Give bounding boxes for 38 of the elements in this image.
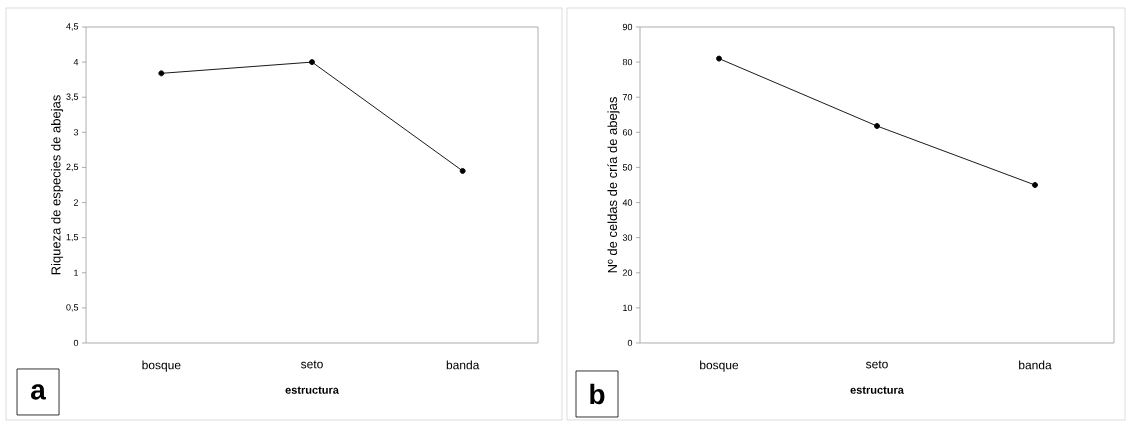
point xyxy=(874,123,880,129)
point xyxy=(158,70,165,77)
y-tick-label: 2 xyxy=(73,199,79,206)
y-tick-label: 3,5 xyxy=(66,93,79,101)
y-tick-label: 3 xyxy=(73,129,79,136)
y-tick-label: 70 xyxy=(622,94,633,101)
x-tick-label: seto xyxy=(301,360,323,369)
y-tick-label: 60 xyxy=(622,129,633,136)
y-tick-label: 0 xyxy=(73,339,79,347)
point xyxy=(309,59,315,66)
point xyxy=(459,168,466,174)
text: a xyxy=(31,384,46,400)
text: b xyxy=(590,383,605,405)
x-axis-title: estructura xyxy=(285,386,339,394)
x-tick-label: banda xyxy=(1019,360,1052,370)
point xyxy=(1032,182,1038,188)
y-tick-label: 4,5 xyxy=(66,23,79,31)
y-tick-label: 30 xyxy=(622,234,633,241)
x-axis-title: estructura xyxy=(850,386,904,394)
point xyxy=(716,55,722,62)
y-tick-label: 80 xyxy=(622,58,633,66)
y-tick-label: 0 xyxy=(627,339,633,347)
x-tick-label: bosque xyxy=(142,360,181,372)
x-tick-label: seto xyxy=(865,360,888,369)
y-tick-label: 1 xyxy=(74,269,79,276)
y-tick-label: 20 xyxy=(622,269,633,276)
y-tick-label: 50 xyxy=(622,164,633,171)
y-tick-label: 4 xyxy=(73,59,79,66)
y-axis-title: Nº de celdas de cría de abejas xyxy=(607,97,620,273)
y-axis-title: Riqueza de especies de abejas xyxy=(50,95,64,275)
x-tick-label: banda xyxy=(446,360,480,370)
y-tick-label: 10 xyxy=(623,304,633,312)
x-tick-label: bosque xyxy=(700,360,739,372)
y-tick-label: 40 xyxy=(622,199,633,206)
y-tick-label: 0,5 xyxy=(66,304,79,312)
y-tick-label: 2,5 xyxy=(66,163,79,172)
y-tick-label: 1,5 xyxy=(66,233,79,242)
y-tick-label: 90 xyxy=(622,23,633,31)
